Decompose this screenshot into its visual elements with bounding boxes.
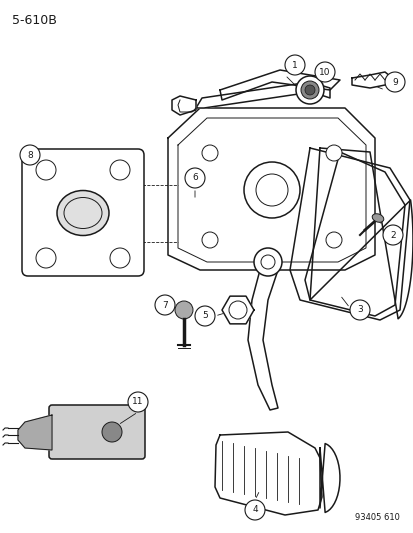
Text: 6: 6 bbox=[192, 174, 197, 182]
Circle shape bbox=[382, 225, 402, 245]
Circle shape bbox=[175, 301, 192, 319]
Polygon shape bbox=[178, 118, 365, 262]
Polygon shape bbox=[221, 296, 254, 324]
Circle shape bbox=[195, 306, 214, 326]
Circle shape bbox=[300, 81, 318, 99]
Text: 8: 8 bbox=[27, 150, 33, 159]
Circle shape bbox=[325, 145, 341, 161]
Circle shape bbox=[102, 422, 122, 442]
Polygon shape bbox=[247, 260, 277, 410]
Polygon shape bbox=[195, 82, 329, 108]
Polygon shape bbox=[219, 70, 339, 100]
Text: 5: 5 bbox=[202, 311, 207, 320]
FancyBboxPatch shape bbox=[49, 405, 145, 459]
Polygon shape bbox=[304, 152, 404, 316]
Circle shape bbox=[244, 500, 264, 520]
Circle shape bbox=[128, 392, 147, 412]
Circle shape bbox=[243, 162, 299, 218]
Circle shape bbox=[202, 232, 218, 248]
Text: 7: 7 bbox=[162, 301, 167, 310]
Circle shape bbox=[36, 160, 56, 180]
Circle shape bbox=[185, 168, 204, 188]
Circle shape bbox=[384, 72, 404, 92]
Text: 3: 3 bbox=[356, 305, 362, 314]
Polygon shape bbox=[214, 432, 321, 515]
Text: 9: 9 bbox=[391, 77, 397, 86]
Text: 10: 10 bbox=[318, 68, 330, 77]
Ellipse shape bbox=[371, 214, 383, 222]
Text: 1: 1 bbox=[292, 61, 297, 69]
Text: 4: 4 bbox=[252, 505, 257, 514]
Polygon shape bbox=[168, 108, 374, 270]
Text: 5-610B: 5-610B bbox=[12, 14, 57, 27]
Circle shape bbox=[110, 248, 130, 268]
Circle shape bbox=[202, 145, 218, 161]
Text: 93405 610: 93405 610 bbox=[354, 513, 399, 522]
Circle shape bbox=[20, 145, 40, 165]
Polygon shape bbox=[18, 415, 52, 450]
Circle shape bbox=[304, 85, 314, 95]
Circle shape bbox=[349, 300, 369, 320]
Circle shape bbox=[36, 248, 56, 268]
Text: 11: 11 bbox=[132, 398, 143, 407]
Circle shape bbox=[254, 248, 281, 276]
Circle shape bbox=[314, 62, 334, 82]
Polygon shape bbox=[289, 148, 409, 320]
Ellipse shape bbox=[57, 190, 109, 236]
Polygon shape bbox=[309, 148, 412, 319]
Circle shape bbox=[284, 55, 304, 75]
Polygon shape bbox=[171, 96, 195, 115]
Polygon shape bbox=[319, 443, 339, 512]
Text: 2: 2 bbox=[389, 230, 395, 239]
FancyBboxPatch shape bbox=[22, 149, 144, 276]
Circle shape bbox=[295, 76, 323, 104]
Circle shape bbox=[154, 295, 175, 315]
Polygon shape bbox=[351, 72, 389, 88]
Circle shape bbox=[110, 160, 130, 180]
Circle shape bbox=[325, 232, 341, 248]
